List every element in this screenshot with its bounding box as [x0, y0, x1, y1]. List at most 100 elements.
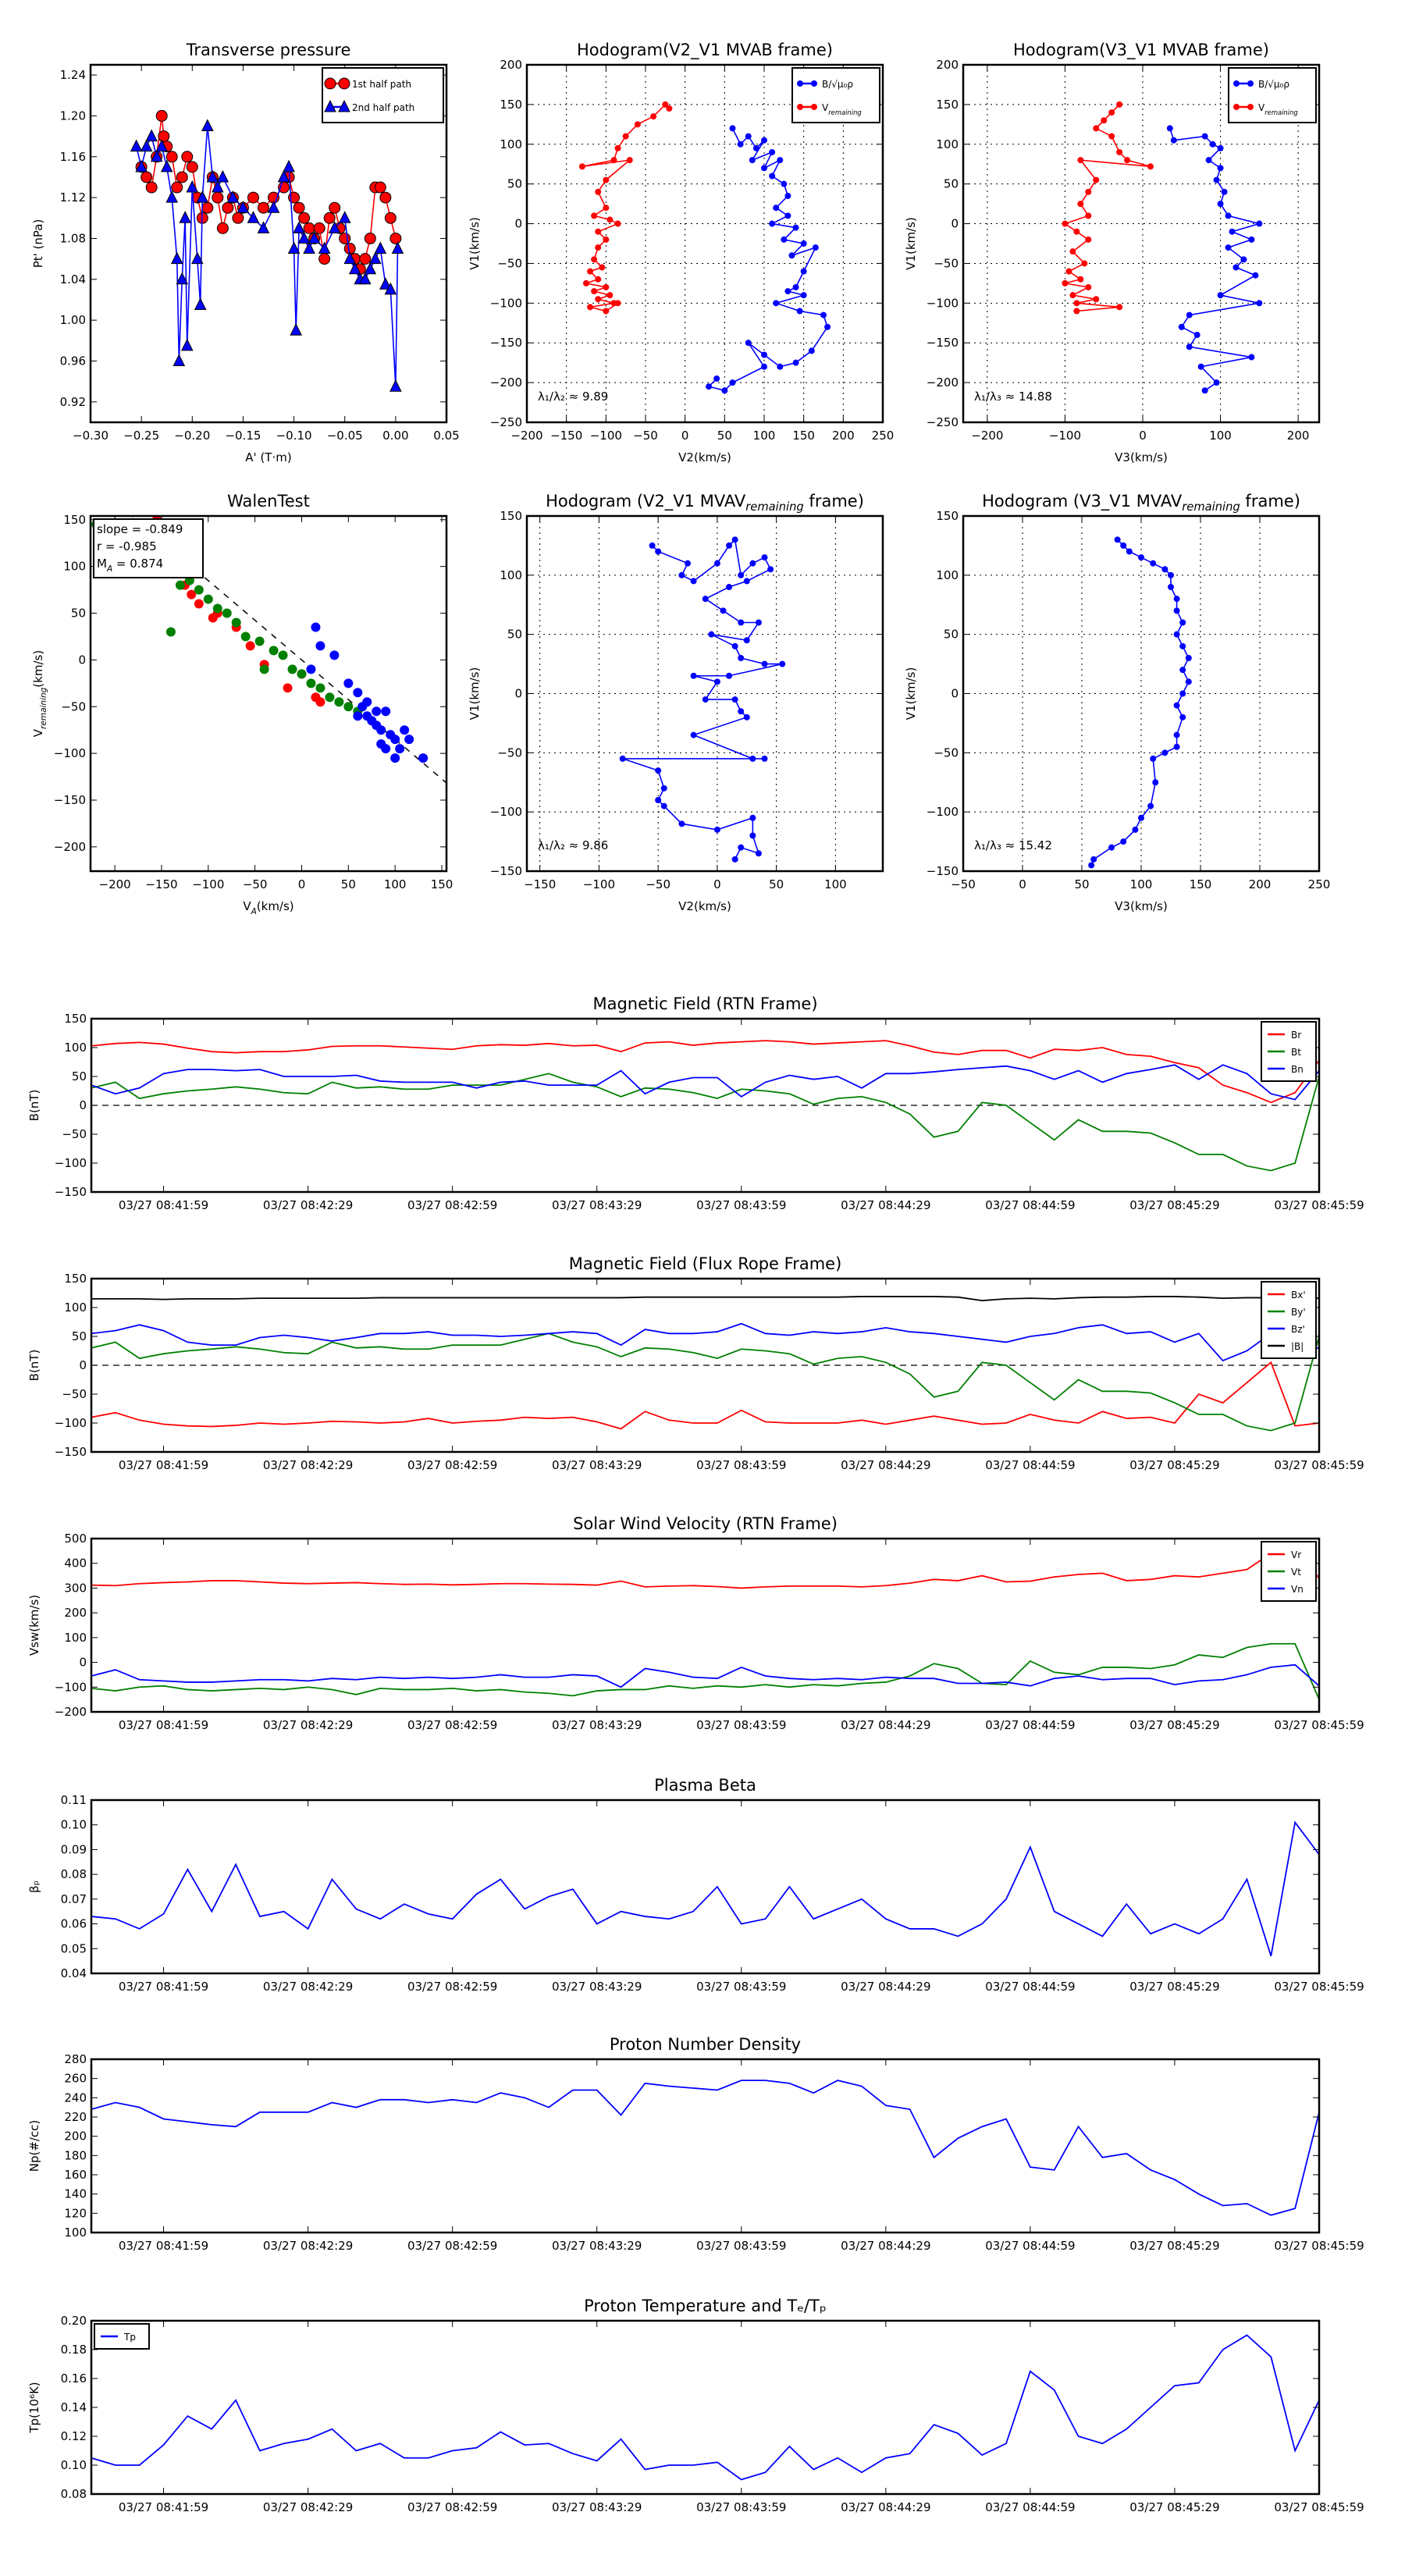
- data-point: [343, 702, 354, 712]
- legend-marker: [1247, 80, 1254, 87]
- x-tick-label: 03/27 08:43:29: [552, 1198, 642, 1212]
- series-Np: [91, 2080, 1319, 2216]
- data-point: [212, 191, 224, 204]
- x-tick-label: −0.20: [174, 429, 210, 443]
- data-point: [713, 560, 720, 567]
- data-point: [702, 596, 709, 603]
- data-point: [245, 641, 255, 651]
- data-point: [1090, 856, 1097, 863]
- chart-title-main: Hodogram (V2_V1 MVAV: [546, 492, 746, 511]
- data-point: [1209, 141, 1216, 148]
- data-point: [267, 201, 280, 213]
- data-point: [391, 241, 404, 254]
- legend-entry: Vt: [1268, 1567, 1301, 1578]
- x-tick-label: 03/27 08:41:59: [119, 2500, 208, 2514]
- y-tick-label: 0.08: [61, 2487, 87, 2501]
- series-Vt: [91, 1642, 1319, 1700]
- data-point: [180, 338, 194, 351]
- data-point: [1213, 379, 1220, 386]
- y-tick-label: 1.16: [60, 150, 86, 164]
- x-tick-label: 03/27 08:45:59: [1274, 1718, 1364, 1732]
- data-point: [738, 655, 745, 661]
- data-point: [781, 236, 788, 243]
- series-B: [706, 125, 831, 394]
- chart-3: −200 −150 −100 −50 0 50 100 150 −200 −150 −100 −50 0…: [31, 492, 453, 916]
- data-point: [374, 241, 387, 254]
- y-tick-label: 50: [507, 628, 522, 642]
- data-point: [201, 119, 214, 132]
- plot-area: [91, 1296, 1319, 1432]
- data-point: [761, 554, 768, 561]
- data-point: [777, 157, 784, 164]
- chart-title: Proton Temperature and Tₑ/Tₚ: [584, 2297, 827, 2315]
- y-tick-label: 0.04: [61, 1966, 87, 1980]
- chart-title: Hodogram(V3_V1 MVAB frame): [1013, 41, 1269, 60]
- y-tick-label: 0.10: [61, 2458, 87, 2472]
- legend: 1st half path 2nd half path: [322, 67, 444, 123]
- legend-marker: [797, 104, 803, 110]
- x-tick-label: 03/27 08:44:29: [841, 1980, 930, 1994]
- legend: B/√μ₀ρ Vremaining: [1228, 67, 1317, 123]
- legend-label-sub: remaining: [828, 109, 861, 116]
- data-point: [603, 236, 610, 243]
- chart-title-sub: remaining: [1182, 500, 1240, 514]
- y-tick-label: −50: [61, 699, 86, 713]
- data-point: [212, 603, 222, 614]
- data-point: [1185, 678, 1192, 685]
- x-tick-label: −50: [646, 877, 670, 891]
- y-tick-label: −200: [927, 375, 959, 390]
- y-tick-label: 0: [79, 1656, 87, 1670]
- y-tick-label: 0.18: [61, 2343, 87, 2357]
- eigenvalue-ratio-text: λ₁/λ₂ ≈ 9.86: [538, 838, 608, 852]
- data-point: [130, 139, 143, 152]
- y-tick-label: −50: [497, 745, 522, 760]
- data-point: [713, 375, 720, 382]
- y-tick-label: 160: [64, 2168, 87, 2182]
- data-point: [254, 636, 265, 646]
- axes-frame: [90, 2319, 1321, 2496]
- x-tick-label: −100: [192, 877, 224, 891]
- data-point: [1213, 176, 1220, 183]
- data-point: [1205, 157, 1212, 164]
- x-tick-label: 100: [824, 877, 847, 891]
- x-tick-label: −0.10: [276, 429, 312, 443]
- data-point: [216, 169, 229, 183]
- data-point: [595, 228, 602, 235]
- data-point: [649, 542, 656, 549]
- data-point: [769, 220, 776, 227]
- legend-label: Bn: [1291, 1064, 1304, 1075]
- data-point: [194, 599, 204, 609]
- series-line: [91, 1296, 1319, 1302]
- data-point: [308, 231, 321, 244]
- y-tick-label: −150: [55, 1445, 87, 1459]
- data-point: [1069, 248, 1076, 255]
- legend-entry: Bt: [1268, 1047, 1301, 1058]
- data-point: [595, 296, 602, 303]
- data-point: [278, 650, 288, 660]
- data-point: [293, 201, 305, 214]
- data-point: [237, 201, 250, 213]
- data-point: [1065, 268, 1072, 275]
- data-point: [1108, 109, 1115, 116]
- x-tick-label: 0: [1019, 877, 1026, 891]
- x-tick-label: 100: [753, 429, 776, 443]
- legend-entry: B/√μ₀ρ: [1233, 79, 1289, 90]
- x-tick-label: 03/27 08:42:29: [263, 1718, 353, 1732]
- y-tick-label: 260: [64, 2072, 87, 2086]
- x-tick-label: 03/27 08:43:59: [696, 2500, 786, 2514]
- data-point: [660, 785, 667, 792]
- data-point: [1138, 814, 1144, 821]
- x-tick-label: 03/27 08:42:59: [407, 1980, 497, 1994]
- y-tick-label: 100: [64, 1631, 87, 1645]
- chart-title: WalenTest: [227, 492, 310, 511]
- legend-frame: [791, 67, 880, 123]
- data-point: [400, 725, 410, 735]
- data-point: [293, 221, 305, 233]
- y-axis-label-sub: remaining: [39, 687, 48, 729]
- x-tick-label: 03/27 08:45:59: [1274, 2239, 1364, 2253]
- y-tick-label: 1.08: [60, 231, 86, 245]
- data-point: [702, 696, 709, 703]
- eigenvalue-ratio-text: λ₁/λ₃ ≈ 15.42: [974, 838, 1052, 852]
- axes-frame: [90, 1799, 1321, 1975]
- x-tick-label: 0: [681, 429, 689, 443]
